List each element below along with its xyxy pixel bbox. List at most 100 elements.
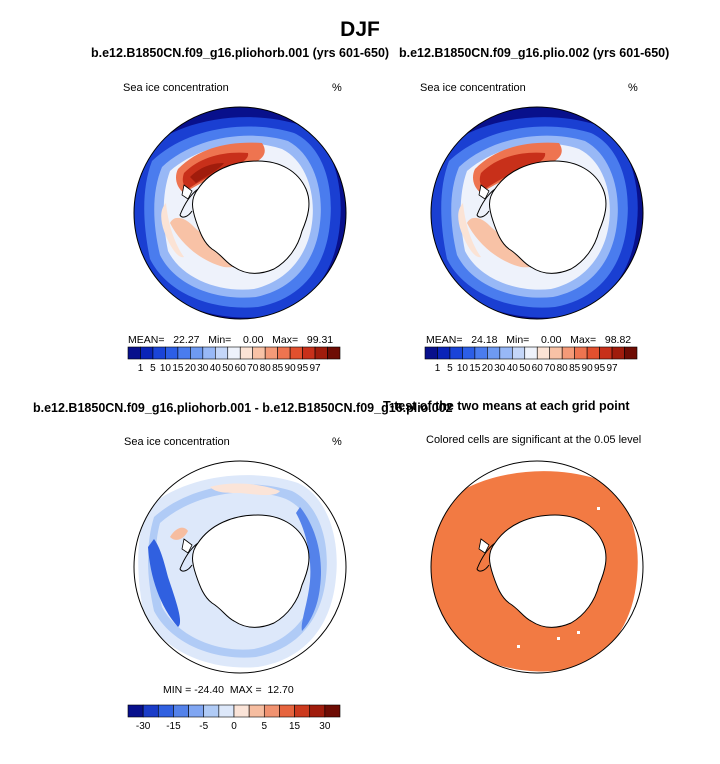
colorbar-swatch	[263, 704, 280, 718]
colorbar-tick-label: 70	[544, 363, 556, 374]
colorbar-swatch	[152, 346, 166, 360]
colorbar-tick-label: -30	[136, 721, 151, 732]
panel2-variable-label: Sea ice concentration	[420, 82, 526, 94]
main-title: DJF	[340, 18, 380, 41]
colorbar-swatch	[599, 346, 613, 360]
colorbar-tick-label: 30	[197, 363, 209, 374]
colorbar-swatch	[173, 704, 189, 718]
colorbar-swatch	[227, 346, 241, 360]
colorbar-tick-label: 50	[222, 363, 234, 374]
colorbar-swatch	[140, 346, 154, 360]
colorbar-swatch	[561, 346, 575, 360]
colorbar-panel3: -30 -15 -5 0 5 15 30	[127, 704, 341, 732]
map-panel4	[430, 460, 644, 674]
colorbar-tick-label: 60	[235, 363, 247, 374]
colorbar-swatch	[188, 704, 205, 718]
colorbar-swatch	[294, 704, 311, 718]
colorbar-tick-label: 85	[272, 363, 284, 374]
colorbar-swatch	[611, 346, 625, 360]
colorbar-swatch	[524, 346, 538, 360]
colorbar-swatch	[302, 346, 316, 360]
colorbar-swatch	[499, 346, 513, 360]
colorbar-swatch	[574, 346, 588, 360]
colorbar-tick-label: 97	[606, 363, 618, 374]
map-panel1	[133, 106, 347, 320]
colorbar-swatch	[462, 346, 476, 360]
colorbar-panel2: 1 5 10 15 20 30 40 50 60 70 80 85 90 95 97	[424, 346, 638, 374]
colorbar-tick-label: 10	[160, 363, 172, 374]
colorbar-swatch	[277, 346, 291, 360]
colorbar-swatch	[264, 346, 278, 360]
colorbar-swatch	[511, 346, 526, 360]
colorbar-swatch	[218, 704, 235, 718]
colorbar-swatch	[289, 346, 303, 360]
panel1-unit-label: %	[332, 82, 342, 94]
colorbar-swatch	[202, 346, 216, 360]
colorbar-tick-label: 95	[297, 363, 309, 374]
colorbar-swatch	[327, 346, 341, 360]
colorbar-swatch	[279, 704, 295, 718]
panel3-variable-label: Sea ice concentration	[124, 436, 230, 448]
panel3-stats: MIN = -24.40 MAX = 12.70	[163, 684, 294, 696]
colorbar-tick-label: 5	[447, 363, 453, 374]
colorbar-tick-label: 30	[494, 363, 506, 374]
colorbar-tick-label: 15	[289, 721, 301, 732]
panel1-title: b.e12.B1850CN.f09_g16.pliohorb.001 (yrs …	[91, 46, 390, 60]
colorbar-tick-label: 97	[309, 363, 321, 374]
panel4-title: T-test of the two means at each grid poi…	[383, 399, 630, 413]
colorbar-swatch	[142, 704, 159, 718]
colorbar-swatch	[239, 346, 254, 360]
colorbar-swatch	[165, 346, 179, 360]
panel1-variable-label: Sea ice concentration	[123, 82, 229, 94]
colorbar-swatch	[203, 704, 220, 718]
colorbar-tick-label: 40	[210, 363, 222, 374]
panel4-subtitle: Colored cells are significant at the 0.0…	[426, 434, 642, 446]
panel2-unit-label: %	[628, 82, 638, 94]
colorbar-tick-label: 60	[532, 363, 544, 374]
colorbar-tick-label: 95	[594, 363, 606, 374]
colorbar-tick-label: 80	[557, 363, 569, 374]
colorbar-tick-label: 40	[507, 363, 519, 374]
colorbar-tick-label: 5	[150, 363, 156, 374]
colorbar-tick-label: 70	[247, 363, 259, 374]
colorbar-swatch	[314, 346, 328, 360]
colorbar-swatch	[214, 346, 229, 360]
colorbar-swatch	[324, 704, 341, 718]
colorbar-tick-label: 90	[285, 363, 297, 374]
colorbar-panel1: 1 5 10 15 20 30 40 50 60 70 80 85 90 95 97	[127, 346, 341, 374]
panel1-stats: MEAN= 22.27 Min= 0.00 Max= 99.31	[128, 334, 334, 346]
colorbar-swatch	[487, 346, 501, 360]
colorbar-swatch	[536, 346, 551, 360]
colorbar-swatch	[424, 346, 438, 360]
colorbar-swatch	[248, 704, 265, 718]
colorbar-swatch	[309, 704, 326, 718]
colorbar-swatch	[157, 704, 174, 718]
colorbar-tick-label: 1	[435, 363, 441, 374]
colorbar-swatch	[474, 346, 488, 360]
map-panel3	[133, 460, 347, 674]
colorbar-tick-label: 5	[262, 721, 268, 732]
colorbar-tick-label: 30	[319, 721, 331, 732]
colorbar-tick-label: 20	[482, 363, 494, 374]
colorbar-tick-label: 1	[138, 363, 144, 374]
colorbar-swatch	[252, 346, 266, 360]
colorbar-swatch	[177, 346, 191, 360]
colorbar-tick-label: 15	[469, 363, 481, 374]
colorbar-tick-label: 80	[260, 363, 272, 374]
colorbar-swatch	[127, 704, 144, 718]
colorbar-swatch	[437, 346, 451, 360]
colorbar-tick-label: 20	[185, 363, 197, 374]
colorbar-swatch	[624, 346, 638, 360]
map-panel2	[430, 106, 644, 320]
colorbar-tick-label: -15	[166, 721, 181, 732]
panel3-unit-label: %	[332, 436, 342, 448]
colorbar-swatch	[449, 346, 463, 360]
colorbar-swatch	[190, 346, 204, 360]
colorbar-swatch	[586, 346, 600, 360]
colorbar-tick-label: -5	[199, 721, 208, 732]
colorbar-swatch	[549, 346, 563, 360]
colorbar-tick-label: 50	[519, 363, 531, 374]
panel2-title: b.e12.B1850CN.f09_g16.plio.002 (yrs 601-…	[399, 46, 670, 60]
panel2-stats: MEAN= 24.18 Min= 0.00 Max= 98.82	[426, 334, 632, 346]
colorbar-tick-label: 10	[457, 363, 469, 374]
